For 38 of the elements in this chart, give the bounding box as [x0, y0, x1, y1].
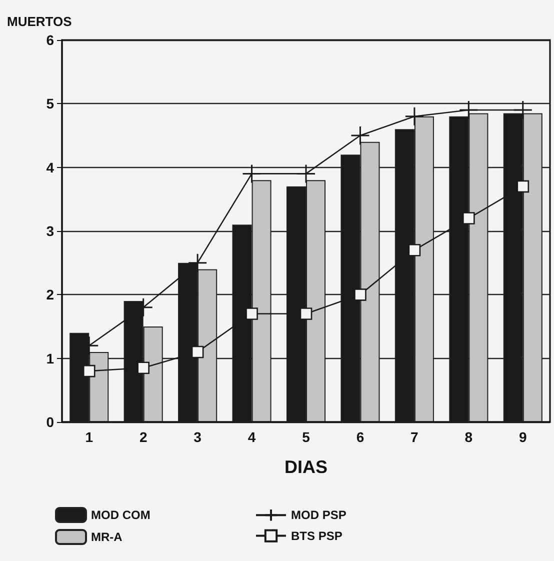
x-tick-label: 6	[356, 429, 364, 445]
point	[137, 362, 150, 374]
y-tick-label: 3	[46, 223, 54, 239]
point	[513, 100, 533, 120]
y-tick-label: 0	[46, 414, 54, 430]
y-tick-label: 6	[46, 32, 54, 48]
legend-label: MOD COM	[91, 508, 150, 522]
point	[242, 164, 262, 184]
point	[191, 346, 204, 358]
legend-label: BTS PSP	[291, 528, 342, 543]
x-tick-label: 4	[248, 429, 256, 445]
point	[462, 212, 475, 224]
point	[300, 308, 312, 320]
x-axis-title: DIAS	[284, 457, 328, 477]
x-tick-label: 5	[302, 429, 310, 445]
x-tick-label: 8	[464, 429, 473, 445]
point	[350, 126, 370, 146]
legend-label: MOD PSP	[291, 508, 346, 522]
point	[296, 164, 316, 184]
x-tick-label: 3	[194, 429, 202, 445]
x-tick-label: 1	[85, 429, 94, 445]
y-tick-label: 5	[46, 96, 54, 112]
point	[408, 244, 421, 256]
y-tick-label: 1	[46, 350, 54, 366]
y-tick-label: 2	[46, 286, 54, 303]
point	[188, 253, 208, 273]
point	[404, 106, 424, 126]
legend-label: MR-A	[91, 530, 123, 544]
x-tick-label: 9	[518, 429, 527, 445]
point	[82, 364, 96, 378]
point	[246, 308, 258, 320]
x-tick-label: 7	[410, 429, 419, 445]
point	[458, 100, 478, 120]
x-tick-label: 2	[139, 429, 148, 445]
point	[516, 180, 530, 193]
y-tick-label: 4	[46, 159, 54, 176]
point	[354, 288, 366, 301]
y-axis-title: MUERTOS	[7, 14, 72, 29]
